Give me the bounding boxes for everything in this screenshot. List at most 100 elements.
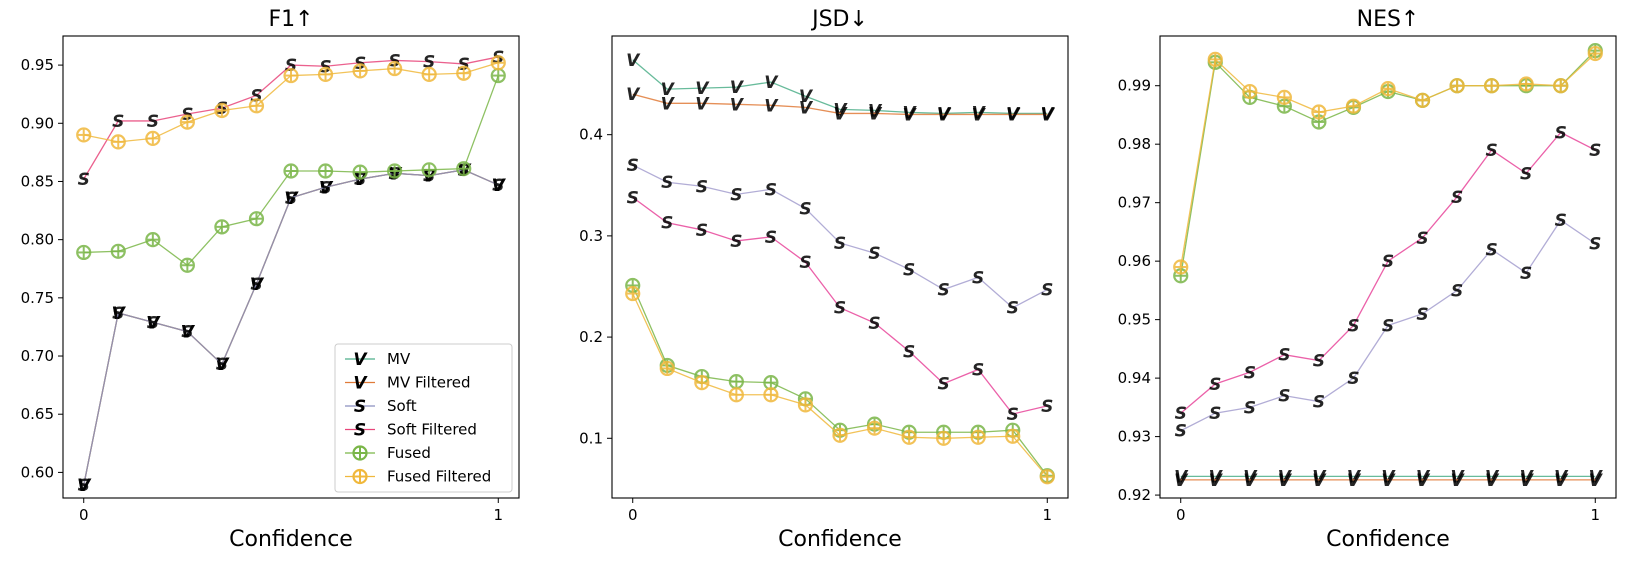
chart-panel-3: NES↑ 0.92 0.93 0.94 0.95 0.96 0.97 0.98 0.99 0 1 Co…	[1118, 7, 1617, 552]
data-point	[387, 60, 403, 77]
y-tick-label: 0.96	[1118, 252, 1151, 270]
svg-text:V: V	[1451, 467, 1466, 487]
data-point: S	[147, 112, 159, 132]
data-point	[1449, 78, 1465, 94]
svg-text:S: S	[1041, 397, 1053, 417]
data-point	[1553, 78, 1569, 94]
data-point: V	[1589, 471, 1604, 491]
data-point	[179, 257, 195, 273]
svg-text:S: S	[1520, 264, 1532, 284]
svg-text:S: S	[661, 214, 673, 234]
svg-text:V: V	[1416, 467, 1431, 487]
data-point	[1380, 81, 1396, 97]
y-tick-label: 0.97	[1118, 194, 1151, 212]
x-axis-label: Confidence	[1326, 527, 1450, 552]
data-point: V	[972, 105, 987, 125]
data-point	[1518, 76, 1534, 92]
x-tick-label: 0	[79, 506, 89, 524]
data-point	[1242, 83, 1258, 100]
data-point: V	[492, 176, 507, 196]
svg-text:V: V	[972, 103, 987, 123]
svg-text:V: V	[319, 178, 334, 198]
data-point: S	[1451, 188, 1463, 208]
svg-text:S: S	[458, 55, 470, 75]
data-point: S	[1486, 240, 1498, 260]
data-point	[110, 134, 126, 150]
svg-text:S: S	[938, 375, 950, 395]
data-point: S	[1313, 352, 1325, 372]
svg-text:S: S	[799, 200, 811, 220]
data-point: V	[1174, 467, 1189, 487]
svg-text:V: V	[353, 350, 368, 370]
svg-text:V: V	[1278, 467, 1293, 487]
svg-text:V: V	[764, 73, 779, 93]
svg-text:V: V	[1312, 471, 1327, 491]
data-point: V	[1416, 471, 1431, 491]
data-point	[145, 130, 161, 147]
series-fused-filtered	[625, 285, 1055, 485]
data-point	[421, 162, 437, 178]
data-point: S	[1209, 404, 1221, 424]
svg-text:S: S	[112, 112, 124, 132]
data-point: V	[937, 105, 952, 125]
data-point	[421, 66, 437, 83]
svg-text:V: V	[1174, 471, 1189, 491]
svg-text:S: S	[1347, 369, 1359, 389]
legend-label: Soft	[387, 397, 417, 415]
svg-text:V: V	[626, 51, 641, 71]
plot-frame	[62, 35, 520, 499]
data-point: V	[215, 355, 230, 375]
legend: V MV V MV Filtered S Soft S Soft Filtered Fused F…	[334, 343, 513, 493]
data-point: V	[661, 80, 676, 100]
data-point: S	[627, 188, 639, 208]
data-point	[728, 387, 744, 403]
chart-panel-1: F1↑ 0.60 0.65 0.70 0.75 0.80 0.85 0.90 0.95 0 1 Con…	[21, 7, 520, 552]
svg-text:S: S	[1416, 305, 1428, 325]
svg-text:S: S	[903, 342, 915, 362]
data-point: V	[1243, 471, 1258, 491]
data-point	[110, 243, 126, 259]
svg-text:S: S	[1244, 398, 1256, 418]
svg-text:S: S	[730, 185, 742, 205]
series-line	[1180, 219, 1596, 432]
svg-text:V: V	[1520, 467, 1535, 487]
y-tick-label: 0.95	[1118, 311, 1151, 329]
data-point: S	[765, 180, 777, 200]
data-point	[490, 67, 506, 84]
svg-text:V: V	[1589, 471, 1604, 491]
chart-title: JSD↓	[810, 7, 868, 32]
data-point: S	[834, 299, 846, 319]
data-point: S	[1209, 375, 1221, 395]
legend-entry: S Soft Filtered	[345, 421, 477, 441]
data-point: V	[695, 79, 710, 99]
data-point: V	[626, 85, 641, 105]
svg-text:V: V	[1347, 467, 1362, 487]
data-point: V	[972, 103, 987, 123]
data-point: V	[626, 51, 641, 71]
series-line	[632, 164, 1048, 309]
svg-text:V: V	[146, 313, 161, 333]
svg-text:S: S	[1555, 123, 1567, 143]
svg-text:S: S	[1589, 235, 1601, 255]
x-axis-label: Confidence	[778, 527, 902, 552]
data-point	[1345, 98, 1362, 114]
data-point: V	[146, 313, 161, 333]
series-fused	[1173, 43, 1603, 284]
chart-title: F1↑	[268, 7, 313, 32]
data-point: S	[1520, 264, 1532, 284]
data-point: S	[696, 177, 708, 197]
svg-text:S: S	[868, 314, 880, 334]
svg-text:S: S	[492, 176, 504, 196]
data-point: V	[1312, 471, 1327, 491]
data-point: S	[1589, 235, 1601, 255]
svg-text:S: S	[319, 178, 331, 198]
data-point: S	[903, 260, 915, 280]
data-point: S	[1313, 393, 1325, 413]
data-point: V	[695, 94, 710, 114]
data-point: V	[764, 96, 779, 116]
data-point	[970, 429, 986, 445]
svg-text:V: V	[1278, 471, 1293, 491]
data-point: S	[1451, 281, 1463, 301]
